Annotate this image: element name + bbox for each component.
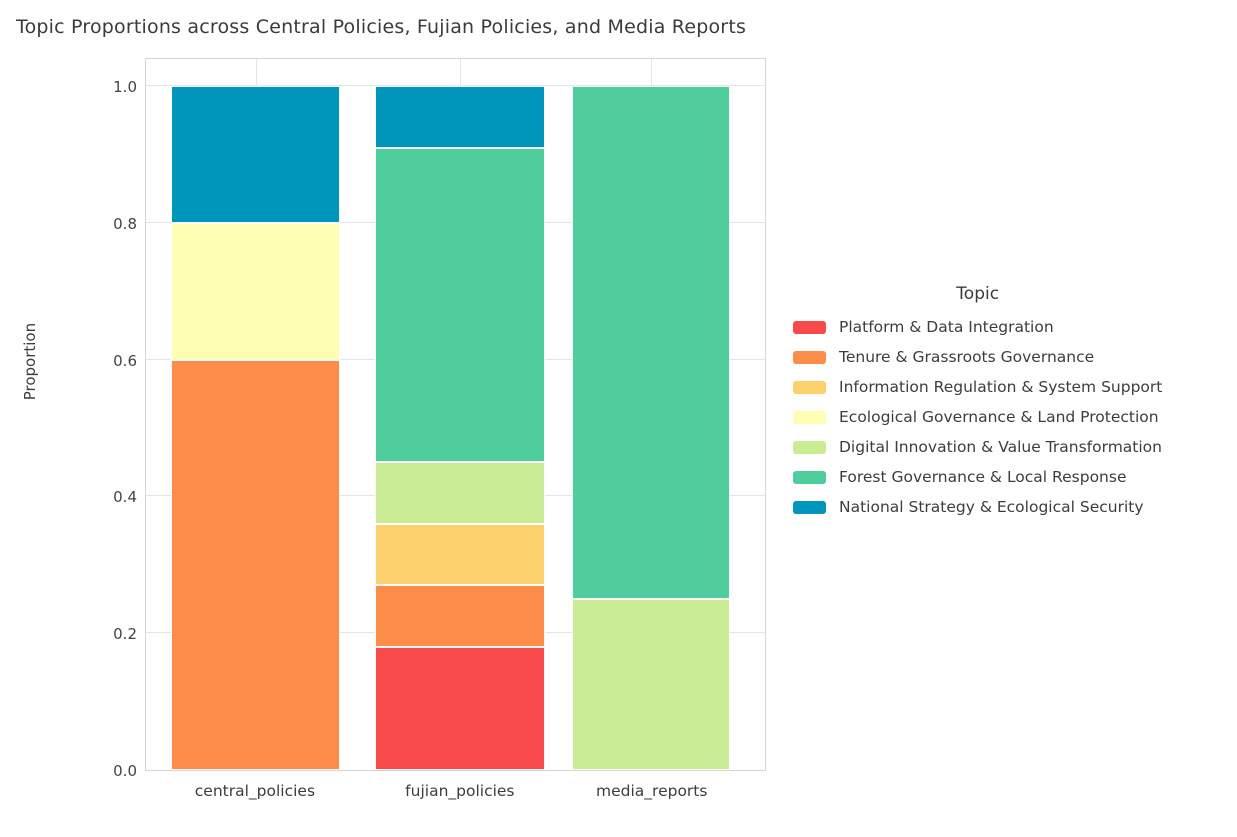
bar-segment xyxy=(375,86,545,148)
bar-segment xyxy=(375,147,545,463)
plot-panel xyxy=(145,58,766,771)
legend-swatch-icon xyxy=(793,380,826,394)
legend-swatch-icon xyxy=(793,320,826,334)
legend-swatch-icon xyxy=(793,470,826,484)
y-axis-label: Proportion xyxy=(21,322,39,401)
legend-label: Platform & Data Integration xyxy=(839,318,1054,336)
legend-item: Ecological Governance & Land Protection xyxy=(793,402,1162,432)
legend-label: Forest Governance & Local Response xyxy=(839,468,1127,486)
legend-item: Platform & Data Integration xyxy=(793,312,1162,342)
y-tick-label: 0.4 xyxy=(113,488,137,507)
bar-fujian_policies xyxy=(375,59,545,770)
y-tick-label: 0.0 xyxy=(113,762,137,780)
x-tick-label-media_reports: media_reports xyxy=(596,782,708,800)
bar-segment xyxy=(170,222,341,360)
bar-central_policies xyxy=(170,59,341,770)
chart-title: Topic Proportions across Central Policie… xyxy=(16,16,747,38)
legend-swatch-icon xyxy=(793,440,826,454)
legend-swatch-icon xyxy=(793,410,826,424)
bar-segment xyxy=(375,462,545,524)
legend-swatch-icon xyxy=(793,350,826,364)
legend-label: Tenure & Grassroots Governance xyxy=(839,348,1095,366)
legend-item: National Strategy & Ecological Security xyxy=(793,492,1162,522)
y-tick-label: 0.2 xyxy=(113,625,137,644)
legend-swatch-icon xyxy=(793,500,826,514)
legend-items: Platform & Data Integration Tenure & Gras… xyxy=(793,312,1162,522)
y-tick-label: 1.0 xyxy=(113,78,137,96)
legend-title: Topic xyxy=(956,284,1000,304)
y-tick-label: 0.8 xyxy=(113,214,137,233)
legend-item: Tenure & Grassroots Governance xyxy=(793,342,1162,372)
bar-segment xyxy=(375,646,545,770)
legend-label: National Strategy & Ecological Security xyxy=(839,498,1144,516)
legend: Topic Platform & Data Integration Tenure … xyxy=(793,284,1162,522)
bar-segment xyxy=(572,599,730,770)
bar-segment xyxy=(170,359,341,770)
y-tick-label: 0.6 xyxy=(113,351,137,370)
legend-item: Digital Innovation & Value Transformatio… xyxy=(793,432,1162,462)
bar-segment xyxy=(170,86,341,223)
bar-segment xyxy=(375,585,545,647)
bar-media_reports xyxy=(572,59,730,770)
h-gridline xyxy=(146,85,765,86)
legend-label: Digital Innovation & Value Transformatio… xyxy=(839,438,1162,456)
x-tick-label-fujian_policies: fujian_policies xyxy=(405,782,515,800)
x-tick-label-central_policies: central_policies xyxy=(194,782,316,800)
bar-segment xyxy=(375,523,545,586)
legend-item: Forest Governance & Local Response xyxy=(793,462,1162,492)
legend-item: Information Regulation & System Support xyxy=(793,372,1162,402)
bar-segment xyxy=(572,86,730,599)
legend-label: Information Regulation & System Support xyxy=(839,378,1163,396)
legend-label: Ecological Governance & Land Protection xyxy=(839,408,1159,426)
